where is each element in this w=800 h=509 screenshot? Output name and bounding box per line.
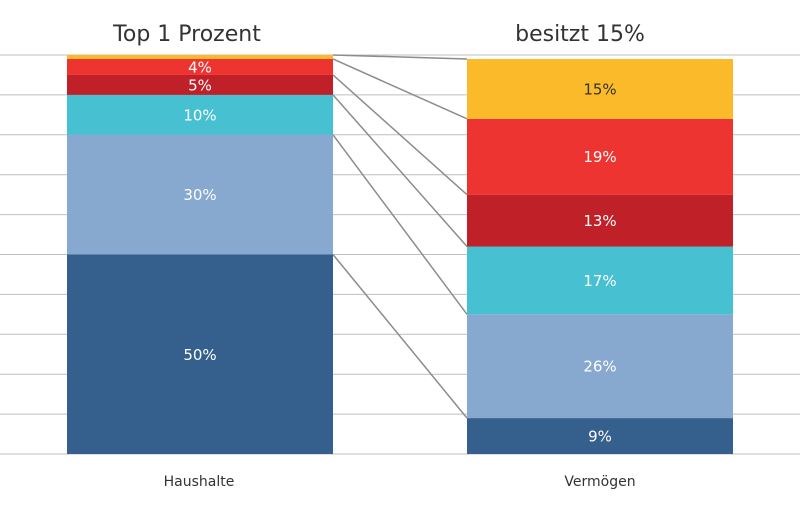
bar-segment-vermögen-2 xyxy=(467,246,733,315)
data-label: 19% xyxy=(583,148,616,166)
column-title-right: besitzt 15% xyxy=(515,22,645,47)
bar-segment-vermögen-5 xyxy=(467,58,733,119)
bar-segment-haushalte-3 xyxy=(67,74,333,95)
connector-lines xyxy=(332,54,468,419)
bar-segment-vermögen-4 xyxy=(467,118,733,195)
bar-segment-haushalte-4 xyxy=(67,58,333,75)
bar-segment-haushalte-1 xyxy=(67,134,333,255)
data-label: 10% xyxy=(183,106,216,124)
data-label: 17% xyxy=(583,272,616,290)
category-label-haushalte: Haushalte xyxy=(164,474,235,490)
bar-segments xyxy=(67,55,733,454)
connector-line xyxy=(332,74,468,196)
data-label: 26% xyxy=(583,358,616,376)
data-label: 9% xyxy=(588,428,612,446)
bar-segment-vermögen-1 xyxy=(467,314,733,419)
column-title-left: Top 1 Prozent xyxy=(112,22,261,47)
bar-segment-vermögen-3 xyxy=(467,194,733,247)
data-label: 5% xyxy=(188,76,212,94)
data-label: 4% xyxy=(188,58,212,76)
bar-segment-vermögen-0 xyxy=(467,418,733,454)
connector-line xyxy=(332,54,468,60)
connector-line xyxy=(332,134,468,315)
connector-line xyxy=(332,58,468,120)
category-label-vermoegen: Vermögen xyxy=(564,474,635,490)
data-label: 30% xyxy=(183,186,216,204)
connector-line xyxy=(332,94,468,248)
connector-line xyxy=(332,254,468,419)
segment-labels: 50% 30% 10% 5%4% 9% 26% 17% 13% 19% 15% xyxy=(183,58,616,445)
data-label: 50% xyxy=(183,346,216,364)
data-label: 15% xyxy=(583,80,616,98)
bar-segment-haushalte-5 xyxy=(67,55,333,59)
bar-segment-haushalte-0 xyxy=(67,254,333,454)
data-label: 13% xyxy=(583,212,616,230)
bar-segment-haushalte-2 xyxy=(67,94,333,135)
